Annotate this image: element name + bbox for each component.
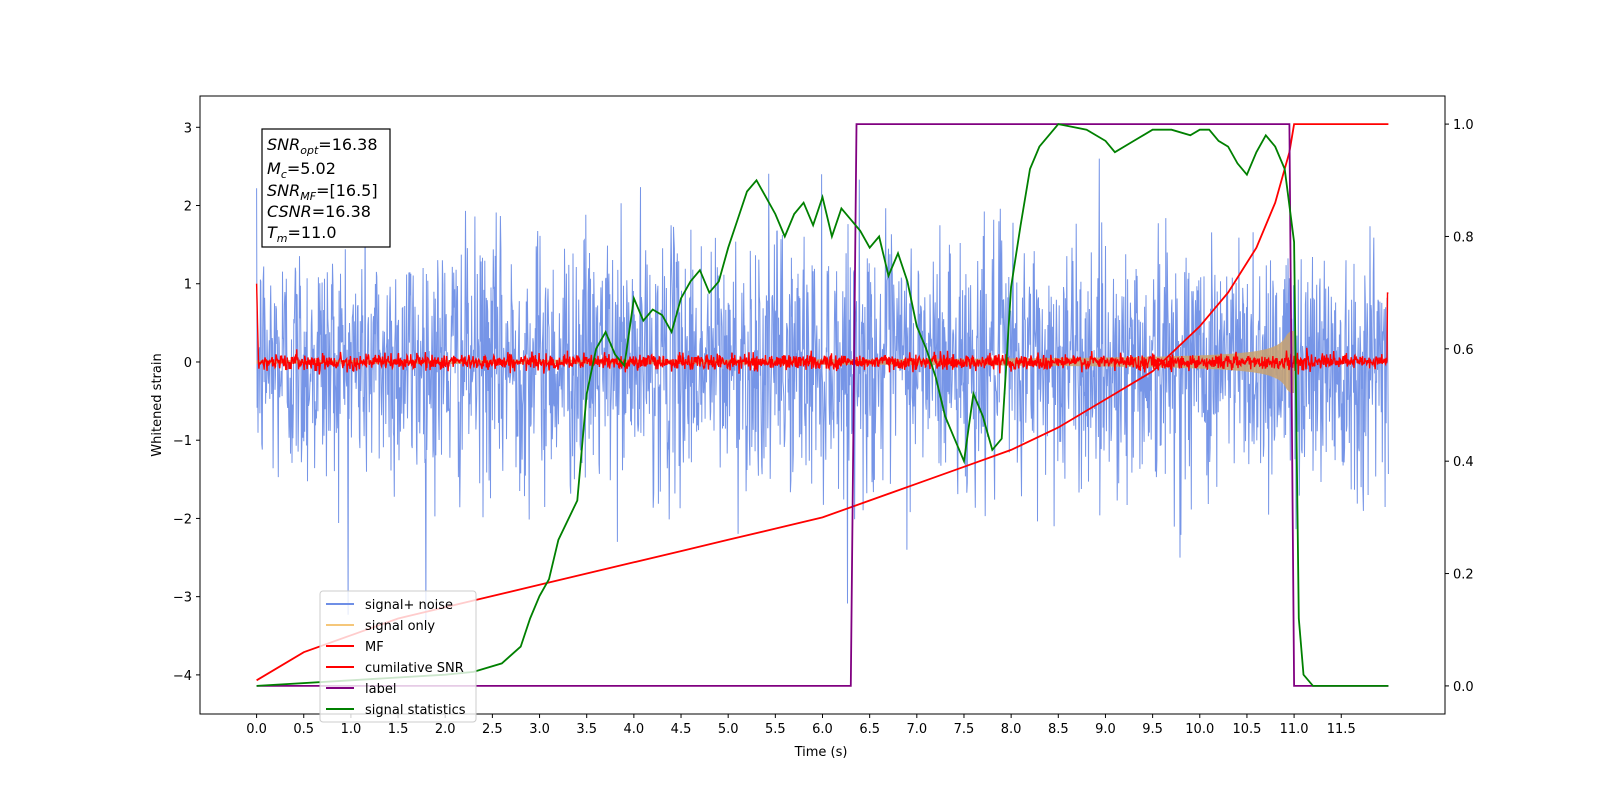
legend-entry-signal-statistics: signal statistics	[326, 703, 466, 718]
y-tick-label: 2	[184, 200, 192, 215]
y-tick-label: −3	[173, 591, 192, 606]
y-tick-label: −1	[173, 434, 192, 449]
x-tick-label: 0.5	[293, 722, 314, 737]
x-tick-label: 1.0	[341, 722, 362, 737]
x-tick-label: 7.5	[954, 722, 975, 737]
legend-label: label	[365, 682, 396, 697]
series-mf-line	[255, 283, 1389, 375]
annotation-box: SNRopt=16.38 Mc=5.02 SNRMF=[16.5] CSNR=1…	[261, 128, 391, 248]
legend-entry-mf: MF	[326, 640, 384, 655]
x-axis-title: Time (s)	[794, 745, 848, 760]
x-tick-label: 3.0	[529, 722, 550, 737]
x-tick-label: 5.5	[765, 722, 786, 737]
axis-ticks: 0.0 0.5 1.0 1.5 2.0 2.5 3.0 3.5 4.0 4.5 5.0 5.5 6.0 6…	[173, 118, 1474, 737]
x-tick-label: 10.0	[1185, 722, 1214, 737]
y2-tick-label: 0.0	[1453, 680, 1474, 695]
x-tick-label: 11.5	[1327, 722, 1356, 737]
x-tick-label: 1.5	[388, 722, 409, 737]
annotation-tm: Tm=11.0	[267, 223, 337, 245]
x-tick-label: 2.5	[482, 722, 503, 737]
legend-entry-label: label	[326, 682, 396, 697]
x-tick-label: 11.0	[1280, 722, 1309, 737]
y-tick-label: 0	[184, 356, 192, 371]
legend-entry-signal-only: signal only	[326, 619, 435, 634]
y2-tick-label: 1.0	[1453, 118, 1474, 133]
series-label-line	[256, 123, 1389, 687]
y-tick-label: 3	[184, 121, 192, 136]
y2-tick-label: 0.2	[1453, 568, 1474, 583]
y2-tick-label: 0.8	[1453, 230, 1474, 245]
series-signal-noise-line	[256, 158, 1389, 625]
legend-entry-signal-noise: signal+ noise	[326, 598, 453, 613]
legend-entry-cumulative-snr: cumilative SNR	[326, 661, 464, 676]
legend-label: signal+ noise	[365, 598, 453, 613]
y2-tick-label: 0.6	[1453, 343, 1474, 358]
y-tick-label: −2	[173, 512, 192, 527]
x-tick-label: 6.5	[859, 722, 880, 737]
legend-label: signal statistics	[365, 703, 466, 718]
annotation-snr-mf: SNRMF=[16.5]	[267, 181, 378, 203]
x-tick-label: 9.5	[1142, 722, 1163, 737]
x-tick-label: 8.5	[1048, 722, 1069, 737]
x-tick-label: 0.0	[246, 722, 267, 737]
x-tick-label: 2.0	[435, 722, 456, 737]
legend-frame	[319, 590, 477, 723]
x-tick-label: 9.0	[1095, 722, 1116, 737]
x-tick-label: 4.5	[671, 722, 692, 737]
series-signal-statistics-line	[256, 123, 1389, 687]
x-tick-label: 7.0	[906, 722, 927, 737]
x-tick-label: 10.5	[1232, 722, 1261, 737]
x-tick-label: 5.0	[718, 722, 739, 737]
x-tick-label: 6.0	[812, 722, 833, 737]
legend-label: signal only	[365, 619, 435, 634]
x-tick-label: 4.0	[624, 722, 645, 737]
annotation-snr-opt: SNRopt=16.38	[267, 135, 378, 157]
legend-label: MF	[365, 640, 384, 655]
legend: signal+ noise signal only MF cumilative …	[319, 590, 477, 723]
y-tick-label: −4	[173, 669, 192, 684]
annotation-csnr: CSNR=16.38	[267, 202, 371, 221]
x-tick-label: 8.0	[1001, 722, 1022, 737]
y2-tick-label: 0.4	[1453, 455, 1474, 470]
legend-label: cumilative SNR	[365, 661, 464, 676]
y-tick-label: 1	[184, 278, 192, 293]
x-tick-label: 3.5	[576, 722, 597, 737]
y-axis-title: Whitened strain	[150, 353, 165, 456]
annotation-mc: Mc=5.02	[267, 159, 336, 181]
